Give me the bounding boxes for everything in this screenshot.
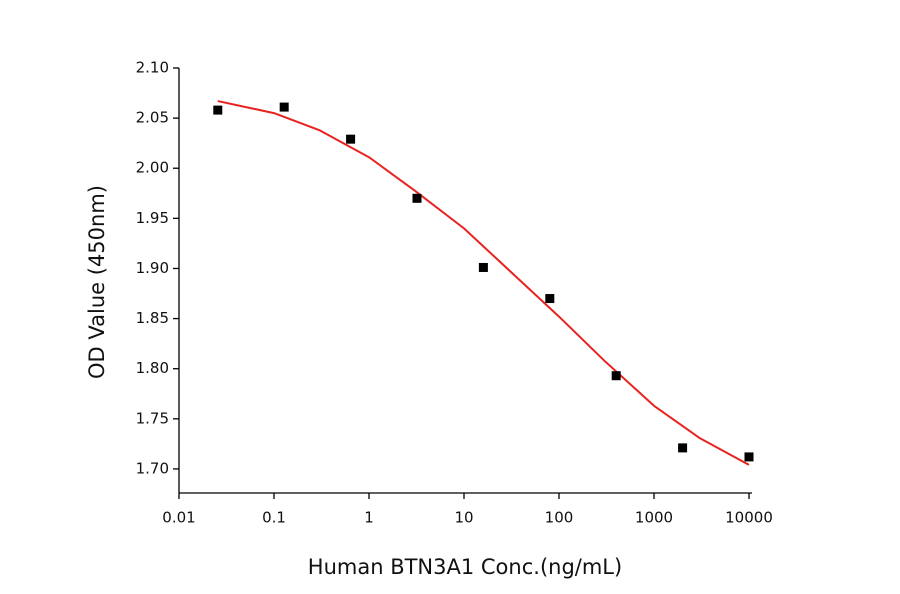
data-point <box>545 294 555 304</box>
x-tick-label: 100 <box>545 509 574 527</box>
data-point <box>279 102 289 112</box>
y-tick-label: 1.85 <box>136 309 169 327</box>
x-tick-label: 0.01 <box>162 509 195 527</box>
y-tick-label: 2.00 <box>136 159 169 177</box>
y-tick-label: 2.10 <box>136 59 169 77</box>
data-point <box>678 443 688 453</box>
y-tick-label: 1.75 <box>136 409 169 427</box>
y-tick-label: 1.95 <box>136 209 169 227</box>
fit-curve <box>217 100 750 466</box>
x-tick-label: 1000 <box>635 509 673 527</box>
data-point <box>412 193 422 203</box>
data-point <box>478 262 488 272</box>
y-tick-label: 2.05 <box>136 109 169 127</box>
x-axis-title: Human BTN3A1 Conc.(ng/mL) <box>308 555 622 579</box>
y-tick-label: 1.70 <box>136 459 169 477</box>
x-tick-label: 10 <box>454 509 473 527</box>
data-point <box>744 452 754 462</box>
x-tick-label: 0.1 <box>262 509 286 527</box>
data-point <box>611 371 621 381</box>
data-point <box>346 134 356 144</box>
y-tick-label: 1.80 <box>136 359 169 377</box>
data-point <box>213 105 223 115</box>
y-tick-label: 1.90 <box>136 259 169 277</box>
y-axis-title: OD Value (450nm) <box>85 185 109 379</box>
x-tick-label: 1 <box>364 509 374 527</box>
x-tick-label: 10000 <box>725 509 773 527</box>
